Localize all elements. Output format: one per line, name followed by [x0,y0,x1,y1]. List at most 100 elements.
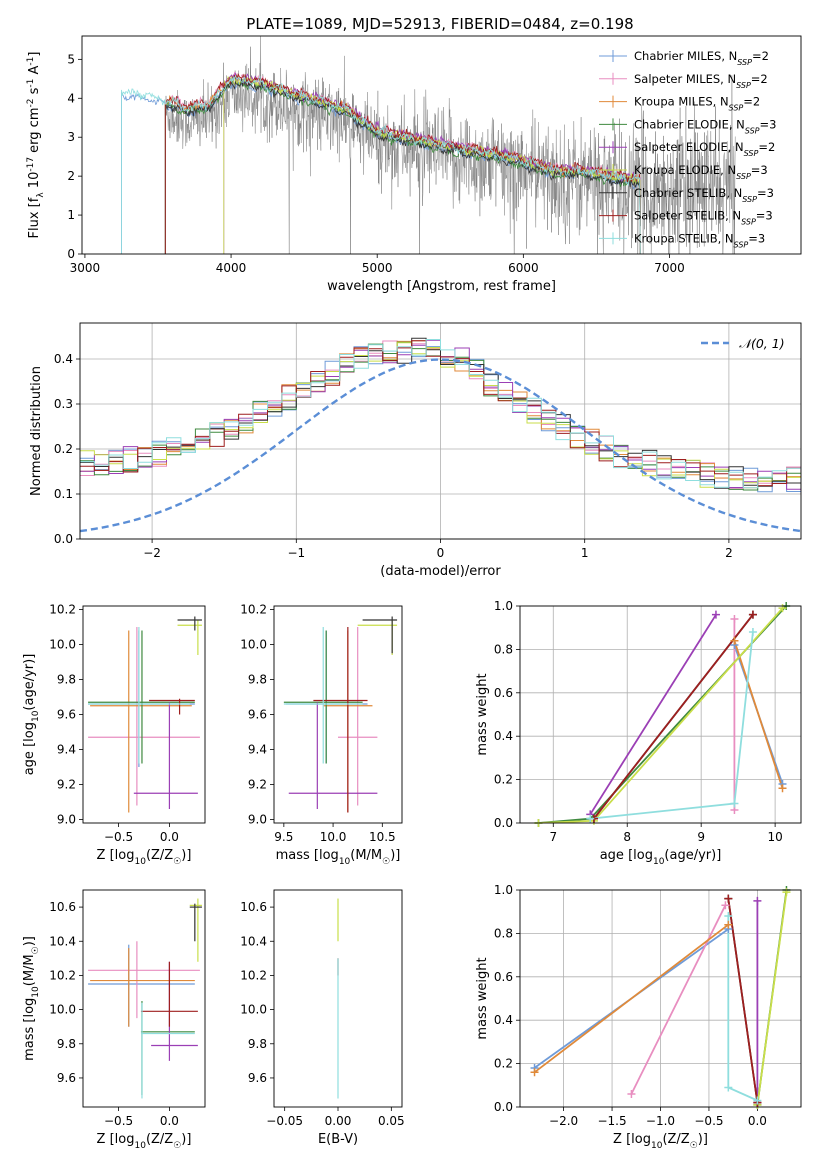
residual-histogram-8 [80,340,801,487]
normal-curve [80,358,801,533]
spectrum-ytick-label: 5 [67,52,75,66]
mass-age-frame [273,605,403,824]
age-weight-xlabel-part: age [log [600,848,653,863]
z-mass-frame [82,889,206,1108]
z-mass-ylabel-part: (M/M [22,954,37,986]
legend-label-sub: SSP [744,149,759,158]
legend-label-1: Chabrier MILES, NSSP=2 [634,49,769,67]
legend-label-sub: SSP [741,217,756,226]
ebv-mass-ytick-label: 10.4 [240,934,267,948]
age-weight-ytick-label: 0.0 [494,816,513,830]
z-age-ytick-label: 10.0 [49,638,76,652]
age-weight-frame [519,605,802,824]
residuals-ytick-label: 0.2 [54,442,73,456]
z-mass-xlabel-part: Z [log [97,1132,135,1147]
mass-age-ytick-label: 9.8 [248,673,267,687]
z-weight-ylabel-part: mass weight [475,957,490,1039]
spectrum-frame [81,35,802,255]
z-age-plot-area [88,616,202,813]
legend-label-text: Kroupa MILES, N [634,95,729,109]
z-age-ylabel-part: (age/yr)] [22,654,37,711]
z-age-ytick-label: 10.2 [49,603,76,617]
age-weight-series-marker-8 [748,610,757,619]
z-weight-xtick-label: −2.0 [549,1114,578,1128]
spectrum-ylabel-part: -2 [26,99,36,108]
legend-label-value: =3 [757,186,774,200]
z-weight-series-marker-6 [782,888,791,897]
residuals-ytick-label: 0.4 [54,352,73,366]
z-mass-xlabel-part: ☉ [173,1141,181,1151]
age-weight-series-marker-5 [711,610,720,619]
z-mass-ylabel: mass [log10(M/M☉)] [22,936,41,1061]
z-mass-ytick-label: 10.2 [49,968,76,982]
z-weight-series-marker-8 [724,894,733,903]
spectrum-xlabel: wavelength [Angstrom, rest frame] [327,279,556,294]
z-weight-series-marker-5 [753,896,762,905]
residuals-xlabel-part: (data-model)/error [380,564,501,579]
age-weight-ytick-label: 0.4 [494,729,513,743]
mass-age-ytick-label: 10.0 [240,638,267,652]
legend-label-sub: SSP [736,80,751,89]
spectrum-ytick-label: 3 [67,130,75,144]
legend-label-8: Salpeter STELIB, NSSP=3 [634,209,773,227]
z-weight-frame [519,889,802,1108]
legend-normal-label: 𝒩(0, 1) [739,336,785,351]
legend-label-text: Kroupa ELODIE, N [634,163,736,177]
figure-title: PLATE=1089, MJD=52913, FIBERID=0484, z=0… [246,15,633,33]
mass-age-ytick-label: 9.6 [248,708,267,722]
z-mass-xlabel: Z [log10(Z/Z☉)] [97,1132,192,1151]
z-age-xlabel-part: (Z/Z [146,848,173,863]
residual-histogram-9 [80,339,801,489]
z-weight-xlabel-part: ☉ [690,1141,698,1151]
panel-mass-age: 9.5 10.0 10.5 9.0 9.2 9.4 9.6 9.8 10.0 10.2 mass [… [240,603,403,867]
age-weight-xtick-label: 10 [767,830,782,844]
age-weight-xtick-label: 9 [697,830,705,844]
z-age-frame [82,605,206,824]
z-age-ylabel-part: age [log [22,722,37,775]
z-age-xlabel-part: ☉ [173,857,181,867]
residuals-xtick-label: −1 [287,546,305,560]
z-weight-ytick-label: 0.6 [494,970,513,984]
z-mass-ytick-label: 9.6 [57,1071,76,1085]
legend-label-value: =3 [748,231,765,245]
panel-spectrum: 3000 4000 5000 6000 7000 0 1 2 3 4 5 wavelength [An… [26,35,802,294]
age-weight-series-marker-3 [778,784,787,793]
age-weight-xlabel: age [log10(age/yr)] [600,848,722,867]
age-weight-ytick-label: 0.2 [494,773,513,787]
z-weight-xtick-label: −1.0 [646,1114,675,1128]
ebv-mass-ytick-label: 10.2 [240,968,267,982]
legend-label-4: Chabrier ELODIE, NSSP=3 [634,117,776,135]
legend-label-value: =2 [751,72,768,86]
z-weight-series-marker-2 [721,901,730,910]
z-mass-xlabel-part: 10 [134,1141,146,1151]
ebv-mass-ytick-label: 10.0 [240,1003,267,1017]
z-mass-ytick-label: 10.4 [49,934,76,948]
ebv-mass-xtick-label: 0.05 [378,1114,405,1128]
z-age-ytick-label: 9.2 [57,778,76,792]
z-mass-xtick-label: −0.5 [104,1114,133,1128]
legend-label-value: =2 [758,140,775,154]
residual-histogram-1 [80,346,801,493]
z-age-ytick-label: 9.8 [57,673,76,687]
z-weight-series-marker-2 [627,1089,636,1098]
z-age-ytick-label: 9.6 [57,708,76,722]
spectrum-ytick-label: 1 [67,208,75,222]
age-weight-series-line-6 [538,607,784,823]
spectrum-ylabel-part: ] [27,52,42,57]
ebv-mass-xlabel-part: E(B-V) [318,1132,358,1147]
z-age-xlabel: Z [log10(Z/Z☉)] [97,848,192,867]
age-weight-ytick-label: 0.8 [494,642,513,656]
legend-label-sub: SSP [745,126,760,135]
spectrum-xtick-label: 4000 [216,261,247,275]
panel-residuals: −2 −1 0 1 2 0.0 0.1 0.2 0.3 0.4 (data-model)/error… [29,322,802,579]
residuals-xtick-label: 0 [437,546,445,560]
legend-label-2: Salpeter MILES, NSSP=2 [634,72,768,90]
mass-age-xlabel-part: 10 [339,857,351,867]
spectrum-xtick-label: 5000 [362,261,393,275]
z-weight-series-marker-9 [724,1083,733,1092]
age-weight-ylabel-part: mass weight [475,673,490,755]
z-mass-ytick-label: 9.8 [57,1037,76,1051]
age-weight-ytick-label: 0.6 [494,686,513,700]
residuals-plot-area [80,337,801,533]
residual-histogram-7 [80,337,801,489]
